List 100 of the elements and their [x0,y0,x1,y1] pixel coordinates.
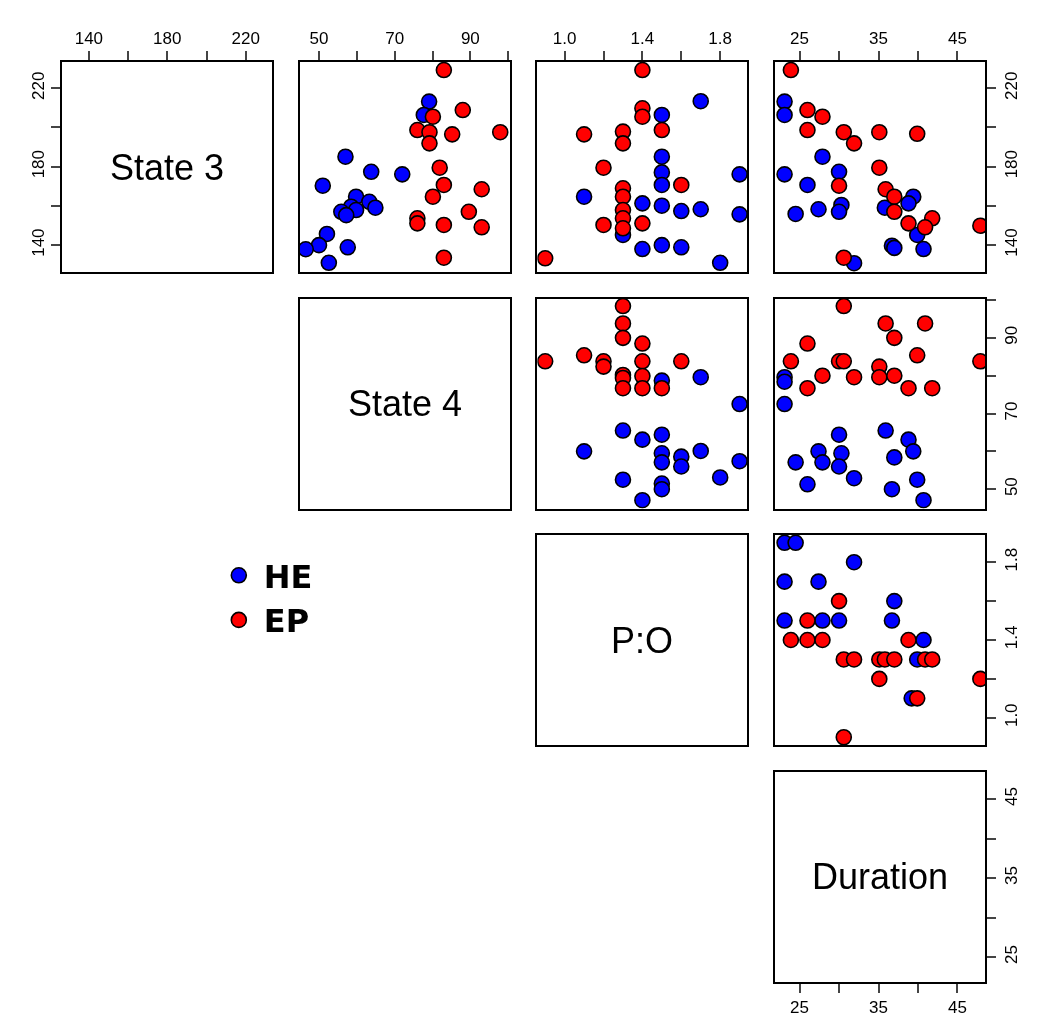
point [409,215,426,232]
point [673,176,690,194]
point [318,225,336,243]
point [871,670,888,688]
y-tick-label: 1.4 [1001,625,1021,650]
y-tick-label: 45 [1001,787,1021,807]
point [614,219,632,237]
point [845,651,863,668]
point [877,315,894,332]
point [614,315,632,332]
point [799,612,816,629]
point [575,188,593,205]
x-tick-label: 70 [385,29,405,49]
x-tick-label: 140 [74,29,104,49]
point [787,535,804,552]
point [799,475,816,493]
point [830,203,848,221]
y-tick-label: 220 [29,71,49,100]
point [575,346,593,364]
point [692,92,710,110]
y-tick-label: 90 [1001,325,1021,345]
point [904,443,922,460]
point [845,469,863,487]
point [339,238,357,256]
point [776,373,793,391]
point [799,121,816,139]
point [421,135,438,152]
point [886,367,903,384]
point [634,62,651,79]
point [814,631,831,649]
point [782,62,800,79]
point [653,236,671,254]
x-tick-label: 45 [948,997,967,1017]
point [454,101,472,119]
point [886,651,903,668]
point [310,236,328,254]
point [653,379,671,397]
point [900,631,917,649]
y-tick-label: 25 [1001,945,1021,964]
x-tick-label: 50 [309,29,329,49]
point [320,254,338,272]
point [653,148,671,165]
point [424,108,442,125]
point [835,728,853,745]
point [900,215,917,232]
point [915,631,932,649]
point [776,395,793,413]
point [634,431,651,448]
point [916,218,934,236]
x-tick-label: 180 [153,29,182,49]
x-tick-label: 35 [869,997,888,1017]
point [653,121,671,139]
point [814,108,831,125]
point [362,163,380,181]
point [653,454,671,471]
point [614,135,632,152]
point [799,101,816,119]
point [634,195,651,212]
y-tick-label: 35 [1001,866,1021,885]
point [835,298,853,315]
point [776,93,793,110]
point [883,612,901,629]
point [799,176,816,194]
point [424,188,442,205]
point [835,249,853,266]
point [799,379,816,397]
point [845,368,863,386]
point [787,205,804,223]
point [916,315,934,332]
y-tick-label: 180 [1001,149,1021,179]
point [614,298,632,315]
point [923,379,941,397]
point [799,631,816,649]
point [435,249,453,266]
point [711,469,729,486]
point [886,329,903,347]
point [491,123,509,141]
point [537,353,554,370]
text: Duration [812,856,949,897]
y-tick-label: 50 [1001,477,1021,497]
point [595,216,612,234]
point [810,200,827,218]
point [314,177,332,195]
point [393,166,411,183]
point [883,480,901,498]
point [776,166,793,183]
point [653,197,671,215]
point [653,176,671,194]
point [614,329,632,347]
point [923,651,941,668]
point [634,379,651,397]
point [830,612,848,629]
y-tick-label: 1.0 [1001,703,1021,728]
point [814,367,831,384]
point [814,612,831,629]
x-tick-label: 25 [790,29,810,49]
point [835,353,853,370]
y-tick-label: 1.8 [1001,547,1021,572]
point [337,206,355,224]
legend-label: HE [263,557,313,596]
